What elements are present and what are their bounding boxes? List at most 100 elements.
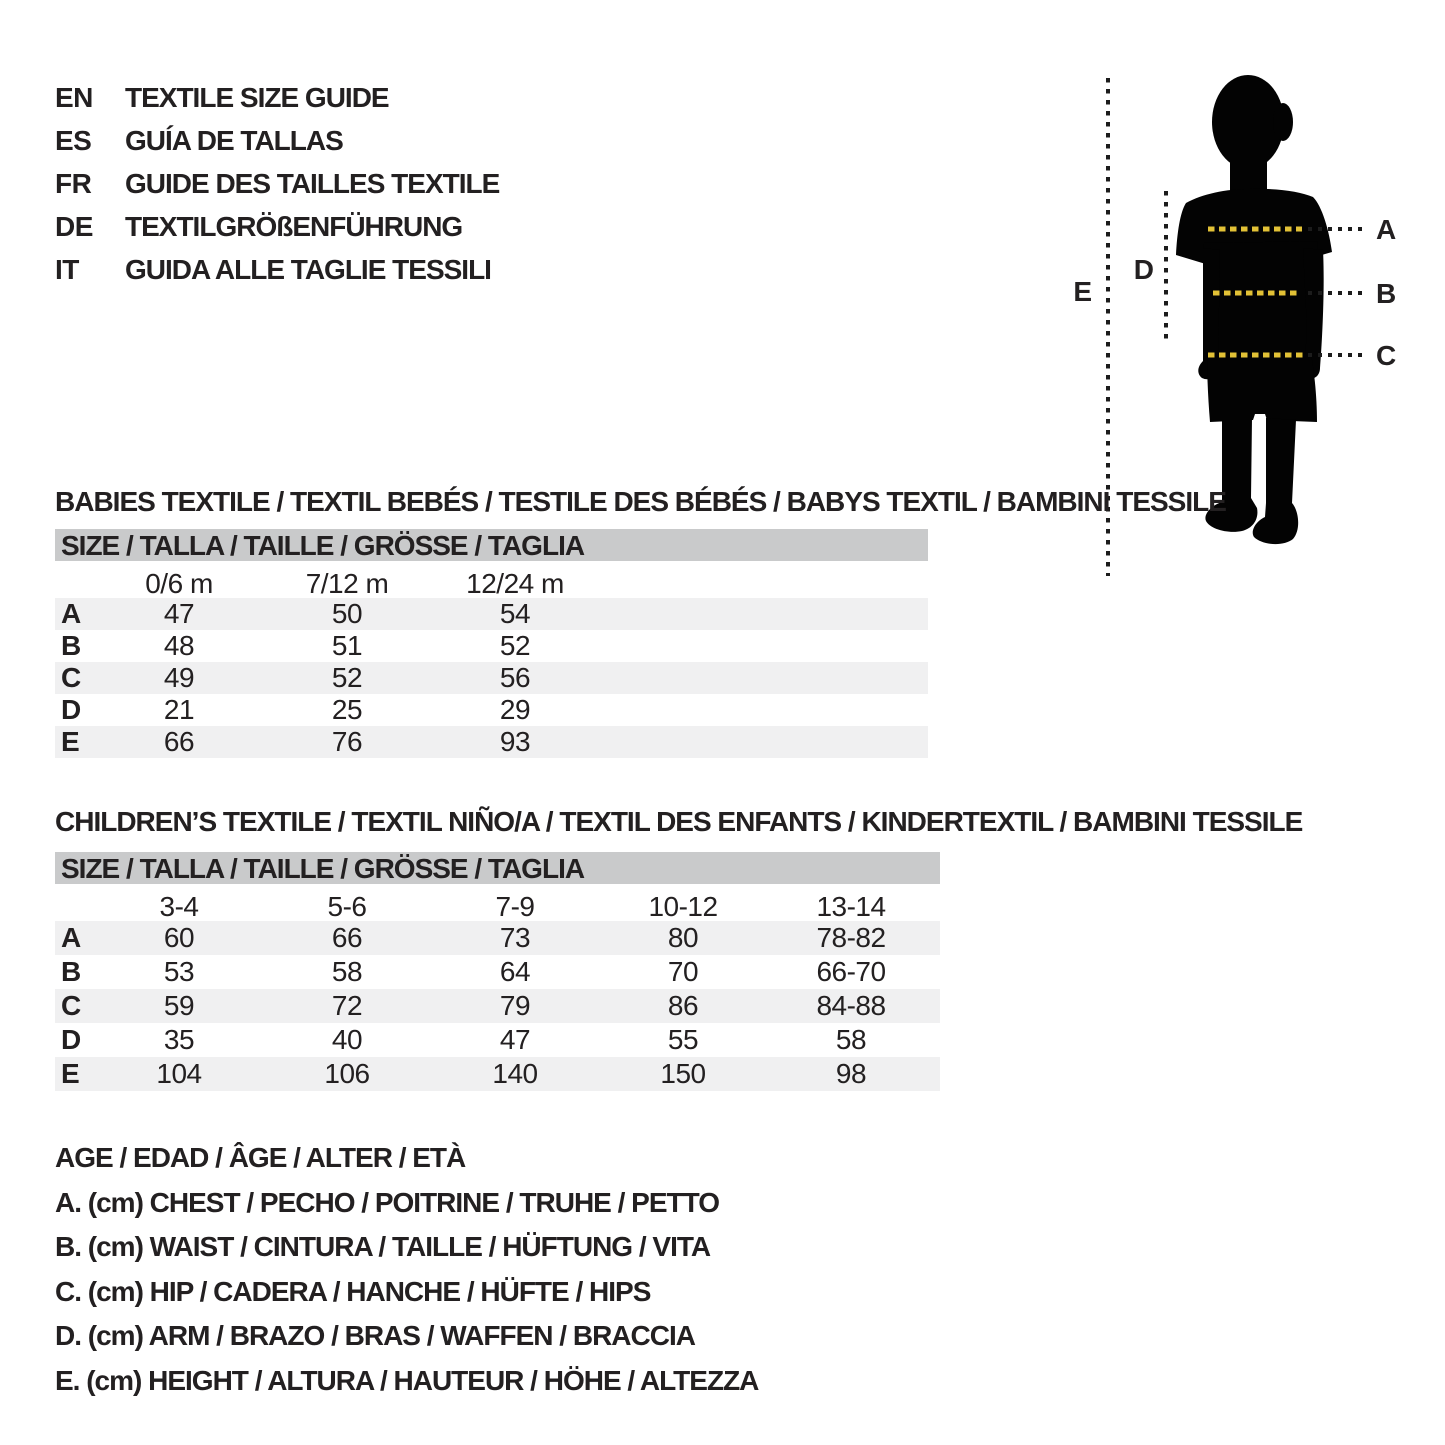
language-code: EN xyxy=(55,82,93,113)
measure-label-a: A xyxy=(1376,214,1396,245)
guide-title-es: GUÍA DE TALLAS xyxy=(125,125,344,156)
table-cell: 55 xyxy=(667,1024,699,1055)
children-section-title: CHILDREN’S TEXTILE / TEXTIL NIÑO/A / TEX… xyxy=(55,806,1303,837)
table-cell: 29 xyxy=(499,694,531,725)
table-cell: 70 xyxy=(667,956,699,987)
child-silhouette xyxy=(1176,75,1332,545)
row-label: C xyxy=(61,990,81,1021)
table-cell: 49 xyxy=(163,662,195,693)
corner-cell xyxy=(55,892,95,921)
table-cell: 48 xyxy=(163,630,195,661)
column-header: 10-12 xyxy=(648,891,718,922)
row-label: E xyxy=(61,726,80,757)
table-cell: 104 xyxy=(156,1058,202,1089)
column-header: 13-14 xyxy=(816,891,886,922)
language-code: IT xyxy=(55,254,79,285)
corner-cell xyxy=(55,569,95,598)
babies-size-header-bar: SIZE / TALLA / TAILLE / GRÖSSE / TAGLIA xyxy=(55,529,928,561)
guide-title-fr: GUIDE DES TAILLES TEXTILE xyxy=(125,168,500,199)
measure-label-b: B xyxy=(1376,278,1396,309)
language-row-fr: FR GUIDE DES TAILLES TEXTILE xyxy=(55,162,500,205)
language-code: DE xyxy=(55,211,93,242)
row-label: E xyxy=(61,1058,80,1089)
silhouette-right-arm xyxy=(1303,248,1324,379)
table-cell: 58 xyxy=(331,956,363,987)
column-header: 0/6 m xyxy=(145,568,213,599)
table-cell: 106 xyxy=(324,1058,370,1089)
table-cell: 150 xyxy=(660,1058,706,1089)
silhouette-left-arm xyxy=(1198,248,1220,380)
language-code: FR xyxy=(55,168,92,199)
guide-title-de: TEXTILGRÖßENFÜHRUNG xyxy=(125,211,463,242)
table-row: D 35 40 47 55 58 xyxy=(55,1023,940,1057)
table-cell: 54 xyxy=(499,598,531,629)
measure-label-d: D xyxy=(1134,254,1154,285)
babies-column-headers: 0/6 m 7/12 m 12/24 m xyxy=(55,569,928,598)
silhouette-neck xyxy=(1230,148,1267,194)
children-column-headers: 3-4 5-6 7-9 10-12 13-14 xyxy=(55,892,940,921)
column-header: 3-4 xyxy=(159,891,199,922)
babies-size-table: SIZE / TALLA / TAILLE / GRÖSSE / TAGLIA … xyxy=(55,529,928,758)
table-cell: 52 xyxy=(331,662,363,693)
table-cell: 21 xyxy=(163,694,195,725)
table-cell: 66 xyxy=(163,726,195,757)
table-cell: 78-82 xyxy=(816,922,886,953)
table-cell: 66-70 xyxy=(816,956,886,987)
legend-waist: B. (cm) WAIST / CINTURA / TAILLE / HÜFTU… xyxy=(55,1231,711,1262)
language-row-it: IT GUIDA ALLE TAGLIE TESSILI xyxy=(55,248,499,291)
silhouette-torso xyxy=(1203,241,1318,356)
children-size-table: SIZE / TALLA / TAILLE / GRÖSSE / TAGLIA … xyxy=(55,852,940,1091)
row-label: C xyxy=(61,662,81,693)
measure-label-c: C xyxy=(1376,340,1396,371)
language-row-de: DE TEXTILGRÖßENFÜHRUNG xyxy=(55,205,499,248)
legend-height: E. (cm) HEIGHT / ALTURA / HAUTEUR / HÖHE… xyxy=(55,1364,759,1396)
table-row: E 66 76 93 xyxy=(55,726,928,758)
legend-chest: A. (cm) CHEST / PECHO / POITRINE / TRUHE… xyxy=(55,1186,720,1218)
row-label: D xyxy=(61,694,81,725)
children-size-header-bar: SIZE / TALLA / TAILLE / GRÖSSE / TAGLIA xyxy=(55,852,940,884)
table-cell: 98 xyxy=(835,1058,867,1089)
table-cell: 58 xyxy=(835,1024,867,1055)
language-row-es: ES GUÍA DE TALLAS xyxy=(55,119,499,162)
silhouette-left-leg xyxy=(1205,418,1258,532)
table-row: D 21 25 29 xyxy=(55,694,928,726)
table-cell: 52 xyxy=(499,630,531,661)
row-label: A xyxy=(61,922,81,953)
column-header: 12/24 m xyxy=(466,568,564,599)
row-label: A xyxy=(61,598,81,629)
table-cell: 47 xyxy=(163,598,195,629)
table-cell: 56 xyxy=(499,662,531,693)
table-cell: 59 xyxy=(163,990,195,1021)
column-header: 7-9 xyxy=(495,891,535,922)
table-cell: 47 xyxy=(499,1024,531,1055)
table-row: B 48 51 52 xyxy=(55,630,928,662)
silhouette-head xyxy=(1212,75,1284,169)
column-header: 5-6 xyxy=(327,891,367,922)
language-code: ES xyxy=(55,125,92,156)
table-cell: 60 xyxy=(163,922,195,953)
silhouette-hair xyxy=(1273,103,1293,141)
silhouette-right-leg xyxy=(1252,418,1299,545)
row-label: D xyxy=(61,1024,81,1055)
table-cell: 53 xyxy=(163,956,195,987)
table-row: B 53 58 64 70 66-70 xyxy=(55,955,940,989)
table-row: E 104 106 140 150 98 xyxy=(55,1057,940,1091)
table-cell: 80 xyxy=(667,922,699,953)
table-cell: 35 xyxy=(163,1024,195,1055)
legend-arm: D. (cm) ARM / BRAZO / BRAS / WAFFEN / BR… xyxy=(55,1320,696,1351)
table-cell: 40 xyxy=(331,1024,363,1055)
table-cell: 25 xyxy=(331,694,363,725)
table-cell: 51 xyxy=(331,630,363,661)
silhouette-shorts xyxy=(1207,354,1317,422)
guide-title-en: TEXTILE SIZE GUIDE xyxy=(125,82,390,113)
table-row: A 47 50 54 xyxy=(55,598,928,630)
babies-section-title: BABIES TEXTILE / TEXTIL BEBÉS / TESTILE … xyxy=(55,486,1227,517)
child-silhouette-figure: A B C D E xyxy=(1073,75,1396,576)
guide-title-it: GUIDA ALLE TAGLIE TESSILI xyxy=(125,254,492,285)
table-cell: 64 xyxy=(499,956,531,987)
table-cell: 140 xyxy=(492,1058,538,1089)
table-cell: 50 xyxy=(331,598,363,629)
column-header: 7/12 m xyxy=(305,568,389,599)
table-row: C 59 72 79 86 84-88 xyxy=(55,989,940,1023)
